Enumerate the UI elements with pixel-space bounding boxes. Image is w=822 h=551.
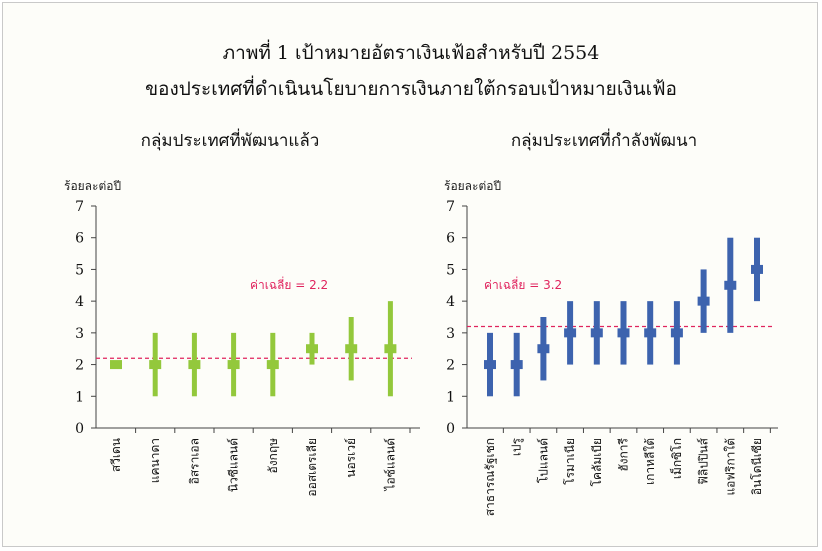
chart-1-category-label: แคนาดา [148,438,162,483]
chart-1-category-label: นอรเวย์ [344,438,358,478]
chart-2-target-marker [751,264,763,274]
chart-2-target-marker [590,328,603,338]
chart-1-category-label: อังกฤษ [266,438,280,474]
chart-2-target-marker [697,296,710,306]
chart-2-title: กลุ่มประเทศที่กำลังพัฒนา [511,128,697,151]
chart-1-category-label: สวีเดน [109,438,123,472]
chart-1-target-marker [188,360,201,370]
chart-1-ytick-label: 2 [75,358,84,374]
chart-2-ytick-label: 5 [446,262,455,278]
chart-2-ytick-label: 4 [446,294,455,310]
chart-1-ytick-label: 3 [75,326,84,342]
chart-2-category-label: โปแลนด์ [536,438,550,483]
chart-1-category-label: ออสเตรเลีย [305,438,319,497]
figure-title-line-2: ของประเทศที่ดำเนินนโยบายการเงินภายใต้กรอ… [145,78,677,100]
chart-2-average-label: ค่าเฉลี่ย = 3.2 [484,276,562,292]
chart-1-title: กลุ่มประเทศที่พัฒนาแล้ว [141,128,320,151]
chart-1-target-marker [384,344,397,354]
chart-2-target-marker [724,280,737,290]
chart-1-target-marker [110,360,122,370]
chart-2-ytick-label: 6 [446,231,455,247]
chart-1-ytick-label: 4 [75,294,84,310]
chart-1-ytick-label: 6 [75,231,84,247]
chart-2-category-label: เปรู [510,437,525,456]
chart-2-target-marker [510,360,523,370]
chart-2-ylabel: ร้อยละต่อปี [444,179,501,193]
chart-1-target-marker [266,360,279,370]
chart-1-ytick-label: 0 [75,421,84,437]
chart-2-category-label: เกาหลีใต้ [643,438,657,485]
chart-2-category-label: ฟิลิปปินส์ [697,437,711,484]
chart-2-target-marker [670,328,683,338]
chart-2-ytick-label: 2 [446,358,455,374]
chart-1-average-label: ค่าเฉลี่ย = 2.2 [250,276,328,292]
chart-2-category-label: สาธารณรัฐเชก [483,438,497,516]
chart-2-category-label: เม็กซิโก [669,438,684,479]
chart-1-ylabel: ร้อยละต่อปี [64,179,121,193]
chart-2-ytick-label: 7 [446,199,455,215]
chart-2-category-label: โคลัมเบีย [590,438,604,487]
chart-1-target-marker [306,344,318,354]
chart-1-ytick-label: 1 [75,389,84,405]
chart-2-target-marker [644,328,657,338]
chart-2-category-label: โรมาเนีย [563,438,577,485]
chart-1-ytick-label: 5 [75,262,84,278]
chart-2-category-label: อินโดนีเซีย [750,438,764,495]
chart-2-target-marker [537,344,550,354]
chart-1-target-marker [227,360,240,370]
chart-2-ytick-label: 0 [446,421,455,437]
chart-2-ytick-label: 3 [446,326,455,342]
chart-2-ytick-label: 1 [446,389,455,405]
chart-2-target-marker [564,328,577,338]
chart-1-category-label: นิวซีแลนด์ [227,438,241,492]
chart-2-category-label: แอฟริกาใต้ [723,438,737,496]
chart-2-category-label: ฮังการี [617,437,631,471]
figure-title-line-1: ภาพที่ 1 เป้าหมายอัตราเงินเฟ้อสำหรับปี 2… [222,42,600,64]
chart-1-target-marker [149,360,162,370]
chart-1-ytick-label: 7 [75,199,84,215]
chart-1-category-label: อิสราเอล [187,438,201,484]
chart-1-target-marker [345,344,358,354]
chart-2-target-marker [617,328,630,338]
chart-1-category-label: ไอซ์แลนด์ [383,438,397,491]
chart-2-target-marker [484,360,496,370]
